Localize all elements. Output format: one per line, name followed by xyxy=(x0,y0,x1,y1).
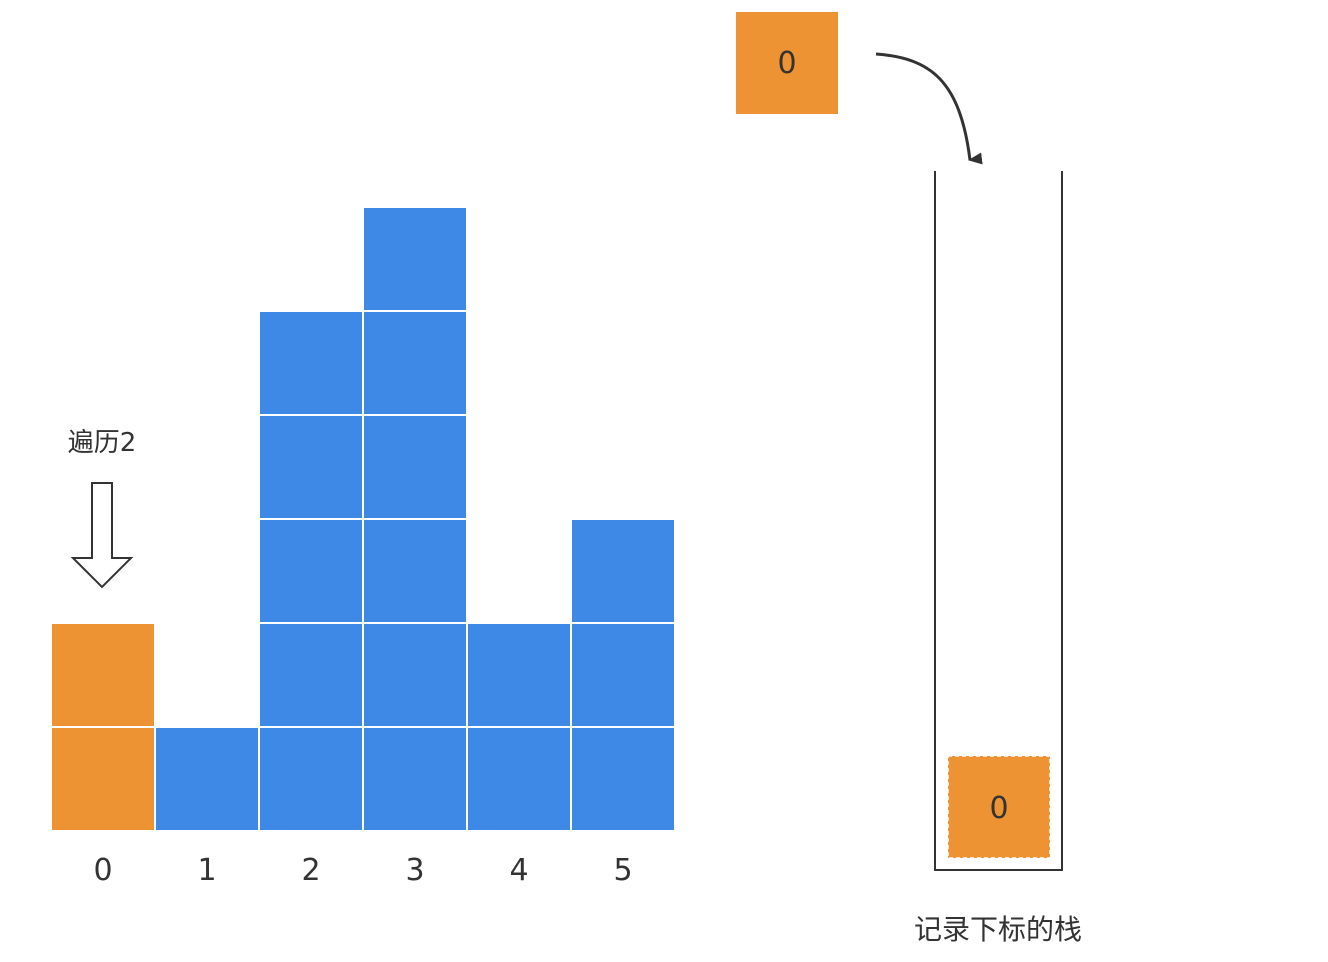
bar-cell-3-0 xyxy=(362,726,468,832)
traverse-label: 遍历2 xyxy=(68,428,137,458)
bar-cell-3-3 xyxy=(362,414,468,520)
stack-items: 0 xyxy=(947,755,1051,859)
push-arrow-icon xyxy=(875,52,983,165)
bar-cell-5-0 xyxy=(570,726,676,832)
bar-cell-2-2 xyxy=(258,518,364,624)
bar-cell-3-2 xyxy=(362,518,468,624)
histogram xyxy=(50,206,676,832)
bar-cell-5-1 xyxy=(570,622,676,728)
index-label-3: 3 xyxy=(405,853,424,888)
stack-item-label-0: 0 xyxy=(989,791,1008,826)
index-label-4: 4 xyxy=(509,853,528,888)
bar-cell-4-1 xyxy=(466,622,572,728)
bar-cell-3-1 xyxy=(362,622,468,728)
bar-cell-2-1 xyxy=(258,622,364,728)
bar-cell-4-0 xyxy=(466,726,572,832)
bar-cell-0-1 xyxy=(50,622,156,728)
bar-cell-1-0 xyxy=(154,726,260,832)
index-label-1: 1 xyxy=(197,853,216,888)
incoming-value: 0 xyxy=(777,46,796,81)
bar-cell-2-4 xyxy=(258,310,364,416)
index-label-5: 5 xyxy=(613,853,632,888)
incoming-value-box xyxy=(736,12,838,114)
stack-container xyxy=(934,171,1063,871)
bar-cell-0-0 xyxy=(50,726,156,832)
index-label-0: 0 xyxy=(93,853,112,888)
stack-caption: 记录下标的栈 xyxy=(914,913,1082,946)
hollow-down-arrow-icon xyxy=(70,482,134,589)
index-label-2: 2 xyxy=(301,853,320,888)
bar-cell-2-3 xyxy=(258,414,364,520)
stack-item-0 xyxy=(947,755,1051,859)
index-labels: 0 1 2 3 4 5 xyxy=(93,853,632,888)
bar-cell-3-4 xyxy=(362,310,468,416)
bar-cell-2-0 xyxy=(258,726,364,832)
bar-cell-3-5 xyxy=(362,206,468,312)
bar-cell-5-2 xyxy=(570,518,676,624)
